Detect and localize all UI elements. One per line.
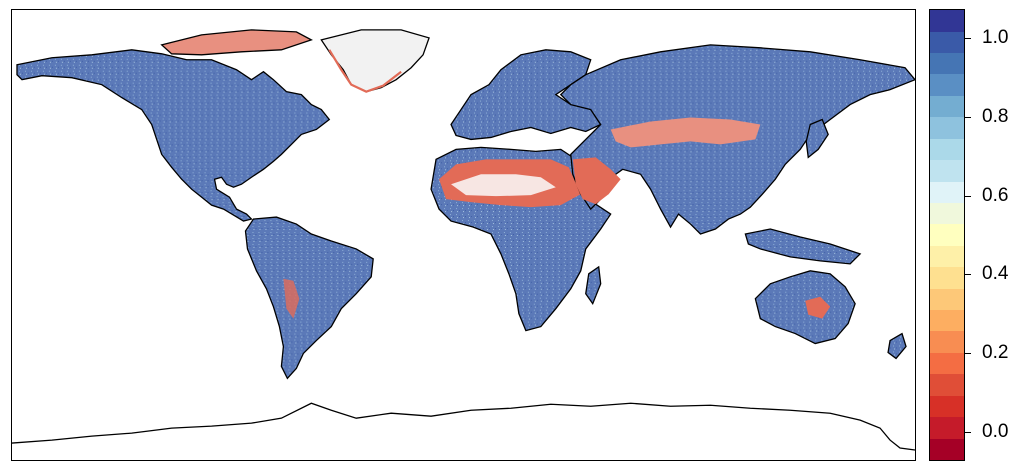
colorbar-tick-label: 0.2: [982, 341, 1009, 363]
colorbar-tick-label: 0.8: [982, 106, 1009, 128]
colorbar-tick: [965, 352, 971, 354]
colorbar-tick-label: 0.4: [982, 263, 1009, 285]
colorbar-segment: [930, 74, 964, 96]
colorbar-segment: [930, 138, 964, 161]
japan: [805, 118, 829, 159]
colorbar-tick: [965, 117, 971, 119]
colorbar-tick: [965, 431, 971, 433]
map-panel: [11, 9, 916, 461]
antarctica-coastline: [12, 402, 915, 451]
colorbar-segment: [930, 52, 964, 75]
colorbar-segment: [930, 352, 964, 375]
colorbar-tick: [965, 274, 971, 276]
greenland: [320, 29, 430, 93]
colorbar-segment: [930, 245, 964, 268]
colorbar-segment: [930, 31, 964, 53]
colorbar-segment: [930, 438, 964, 460]
colorbar-segment: [930, 224, 964, 246]
central-australia-dry: [805, 296, 831, 319]
colorbar-segment: [930, 374, 964, 396]
greenland-edge: [328, 49, 402, 93]
colorbar-tick-label: 0.0: [982, 420, 1009, 442]
colorbar-segment: [930, 160, 964, 182]
colorbar-segment: [930, 181, 964, 203]
world-map: [12, 29, 915, 451]
colorbar-tick-label: 0.6: [982, 184, 1009, 206]
colorbar-segment: [930, 10, 964, 32]
andes-dry-zone: [283, 278, 300, 319]
colorbar-segment: [930, 95, 964, 118]
australia-landmass: [754, 270, 856, 345]
colorbar-tick: [965, 195, 971, 197]
colorbar-tick: [965, 38, 971, 40]
arabian-desert: [572, 157, 621, 205]
colorbar-segment: [930, 288, 964, 311]
europe-landmass: [450, 49, 602, 141]
north-america-landmass: [16, 49, 331, 222]
southeast-asia-islands: [744, 228, 862, 265]
colorbar-tick-label: 1.0: [982, 27, 1009, 49]
new-zealand: [887, 332, 907, 360]
central-asia-deserts: [610, 117, 761, 148]
colorbar-segment: [930, 417, 964, 439]
south-america-landmass: [244, 216, 374, 380]
colorbar-segment: [930, 395, 964, 418]
colorbar-segment: [930, 202, 964, 225]
colorbar-segment: [930, 267, 964, 289]
colorbar-segment: [930, 117, 964, 139]
sahara-inner: [451, 174, 556, 197]
arctic-islands: [160, 29, 313, 56]
colorbar: [929, 9, 965, 461]
madagascar: [585, 265, 602, 306]
colorbar-segment: [930, 331, 964, 353]
colorbar-segment: [930, 310, 964, 332]
